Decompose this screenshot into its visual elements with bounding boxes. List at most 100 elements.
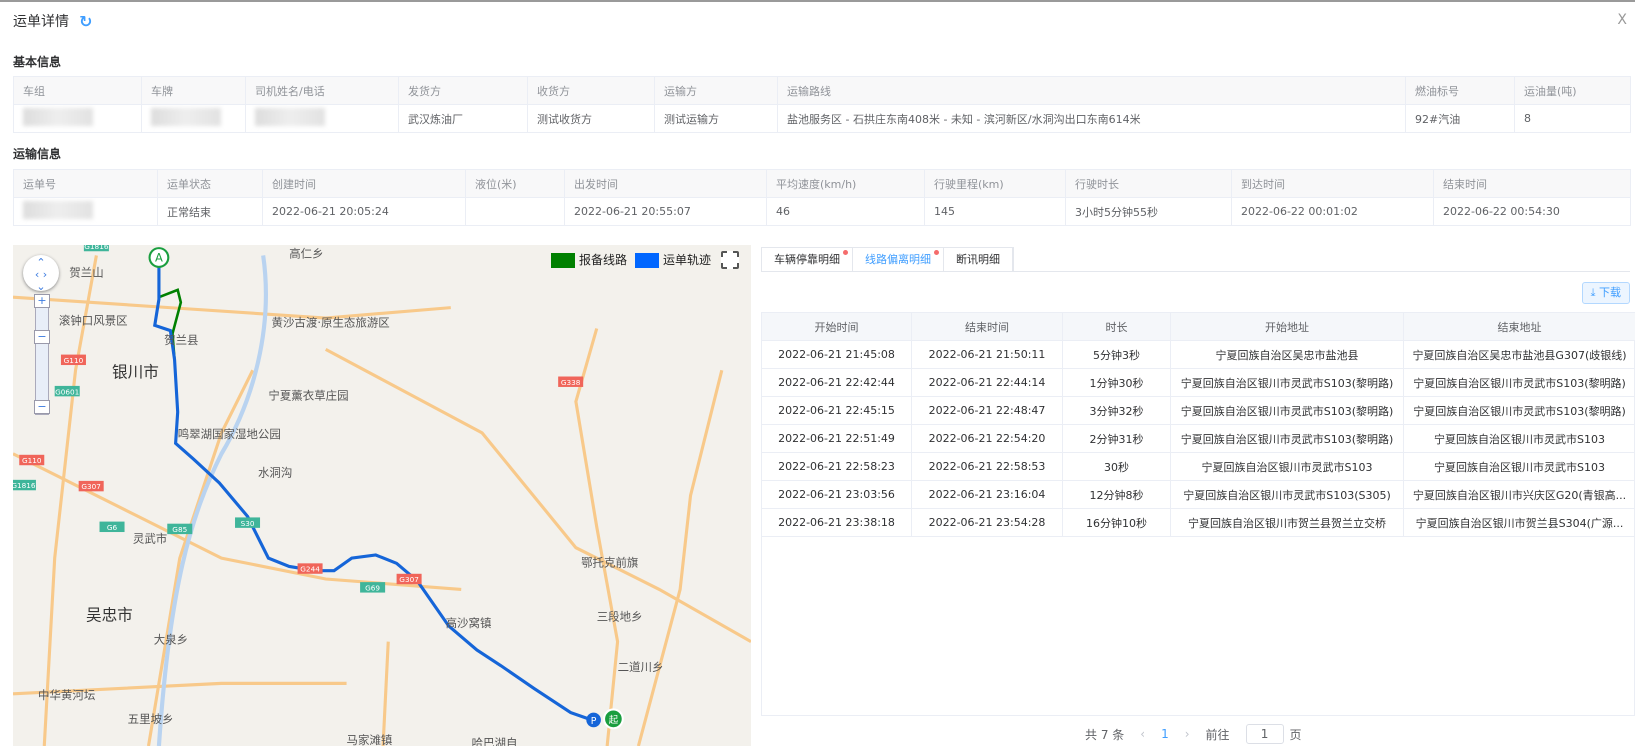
table-row[interactable]: 2022-06-21 21:45:08 2022-06-21 21:50:11 5分… (761, 340, 1635, 369)
table-cell: 宁夏回族自治区吴忠市盐池县 (1170, 340, 1404, 369)
table-cell: 46 (766, 197, 925, 226)
end-marker-a: A (148, 247, 170, 268)
table-row: 武汉炼油厂 测试收货方 测试运输方 盐池服务区 - 石拱庄东南408米 - 未知 - … (13, 104, 1631, 133)
road (42, 255, 98, 746)
table-cell: 2022-06-21 22:45:15 (761, 396, 912, 425)
road (636, 369, 724, 746)
column-header: 创建时间 (262, 169, 466, 198)
tab-1[interactable]: 线路偏离明细 (853, 248, 944, 272)
column-header: 燃油标号 (1405, 76, 1515, 105)
table-cell: 2022-06-21 23:54:28 (911, 508, 1063, 537)
road (324, 347, 751, 643)
table-row[interactable]: 2022-06-21 23:03:56 2022-06-21 23:16:04 12… (761, 480, 1635, 509)
road-tag: G307 (78, 480, 104, 492)
map-place-label: 吴忠市 (86, 606, 133, 625)
download-button[interactable]: ⤓ 下载 (1581, 282, 1630, 304)
table-row[interactable]: 2022-06-21 22:45:15 2022-06-21 22:48:47 3分… (761, 396, 1635, 425)
road-tag: G244 (297, 563, 323, 574)
table-cell: 2022-06-21 22:42:44 (761, 368, 912, 397)
road-tag: S30 (235, 517, 261, 528)
table-cell: 2022-06-21 22:58:53 (911, 452, 1063, 481)
legend-track: 运单轨迹 (634, 251, 711, 268)
road-tag: G6 (99, 521, 125, 533)
svg-text:S30: S30 (241, 519, 255, 528)
table-cell: 宁夏回族自治区银川市灵武市S103(黎明路) (1170, 396, 1404, 425)
legend-planned-route: 报备线路 (550, 251, 627, 268)
table-cell (141, 104, 246, 133)
fullscreen-icon[interactable] (721, 251, 739, 269)
table-cell: 3分钟32秒 (1062, 396, 1171, 425)
column-header: 液位(米) (465, 169, 565, 198)
column-header: 运输方 (654, 76, 778, 105)
map-pan-control[interactable]: ⌃ ‹ › ⌄ (23, 255, 59, 293)
zoom-slider-handle[interactable]: − (34, 330, 50, 344)
table-row[interactable]: 2022-06-21 22:58:23 2022-06-21 22:58:53 30… (761, 452, 1635, 481)
table-cell: 2022-06-21 23:03:56 (761, 480, 912, 509)
yellow-river (156, 255, 268, 746)
legend-swatch (634, 253, 659, 268)
svg-text:G110: G110 (64, 356, 84, 365)
column-header: 结束时间 (1433, 169, 1631, 198)
map-place-label: 五里坡乡 (128, 712, 174, 726)
page-number[interactable]: 1 (1161, 727, 1169, 741)
zoom-out-button[interactable]: − (34, 400, 50, 414)
svg-text:P: P (591, 716, 597, 727)
table-row[interactable]: 2022-06-21 22:42:44 2022-06-21 22:44:14 1分… (761, 368, 1635, 397)
table-cell: 2022-06-21 21:45:08 (761, 340, 912, 369)
road-tag: G338 (558, 376, 584, 387)
map-zoom-slider[interactable]: + − − (34, 294, 50, 415)
table-cell: 宁夏回族自治区银川市贺兰县贺兰立交桥 (1170, 508, 1404, 537)
table-cell: 12分钟8秒 (1062, 480, 1171, 509)
table-cell: 16分钟10秒 (1062, 508, 1171, 537)
badge-dot (843, 250, 848, 255)
road-tag: G1816 (13, 479, 36, 491)
table-cell: 测试运输方 (654, 104, 778, 133)
map-place-label: 贺兰山 (69, 265, 103, 279)
column-header: 结束地址 (1403, 312, 1635, 341)
svg-text:G1816: G1816 (84, 245, 109, 251)
table-row[interactable]: 2022-06-21 22:51:49 2022-06-21 22:54:20 2分… (761, 424, 1635, 453)
svg-text:G338: G338 (561, 378, 581, 387)
table-cell: 测试收货方 (527, 104, 655, 133)
svg-text:G0601: G0601 (55, 387, 79, 396)
prev-page-button[interactable]: ‹ (1140, 727, 1146, 741)
column-header: 车牌 (141, 76, 246, 105)
header-row: 运单号 运单状态 创建时间 液位(米) 出发时间 平均速度(km/h) 行驶里程(km) 行驶… (13, 169, 1631, 198)
table-cell: 145 (924, 197, 1066, 226)
column-header: 平均速度(km/h) (766, 169, 925, 198)
table-cell: 3小时5分钟55秒 (1065, 197, 1232, 226)
column-header: 开始时间 (761, 312, 912, 341)
table-cell: 宁夏回族自治区银川市灵武市S103(黎明路) (1170, 424, 1404, 453)
tab-label: 线路偏离明细 (865, 253, 931, 266)
road (381, 641, 390, 746)
next-page-button[interactable]: › (1184, 727, 1190, 741)
column-header: 时长 (1062, 312, 1171, 341)
map-place-label: 宁夏薰衣草庄园 (268, 388, 348, 402)
map-place-label: 高仁乡 (289, 247, 323, 261)
map-place-label: 马家滩镇 (347, 733, 393, 746)
tab-0[interactable]: 车辆停靠明细 (762, 248, 853, 272)
tab-2[interactable]: 断讯明细 (944, 248, 1013, 272)
table-cell: 2022-06-22 00:01:02 (1231, 197, 1434, 226)
svg-text:G307: G307 (81, 482, 101, 491)
table-cell: 武汉炼油厂 (398, 104, 528, 133)
refresh-icon[interactable]: ↻ (79, 11, 93, 31)
table-row[interactable]: 2022-06-21 23:38:18 2022-06-21 23:54:28 16… (761, 508, 1635, 537)
table-cell (13, 104, 142, 133)
table-row: 正常结束 2022-06-21 20:05:24 2022-06-21 20:55:… (13, 197, 1631, 226)
goto-page-input[interactable]: 1 (1245, 724, 1284, 744)
table-cell (245, 104, 399, 133)
table-cell: 盐池服务区 - 石拱庄东南408米 - 未知 - 滨河新区/水洞沟出口东南614… (777, 104, 1406, 133)
table-cell: 5分钟3秒 (1062, 340, 1171, 369)
svg-text:G307: G307 (399, 575, 419, 584)
zoom-in-button[interactable]: + (34, 294, 50, 308)
column-header: 运输路线 (777, 76, 1406, 105)
close-button[interactable]: X (1617, 12, 1627, 28)
transport-info-table: 运单号 运单状态 创建时间 液位(米) 出发时间 平均速度(km/h) 行驶里程(km) 行驶… (13, 169, 1631, 226)
badge-dot (934, 250, 939, 255)
svg-text:G69: G69 (365, 583, 380, 592)
table-cell: 2分钟31秒 (1062, 424, 1171, 453)
road-tag: G69 (360, 582, 386, 593)
map[interactable]: 高仁乡 贺兰山 滚钟口风景区 贺兰县 黄沙古渡·原生态旅游区 银川市 宁夏薰衣草庄园 鸣翠湖国… (13, 245, 751, 746)
